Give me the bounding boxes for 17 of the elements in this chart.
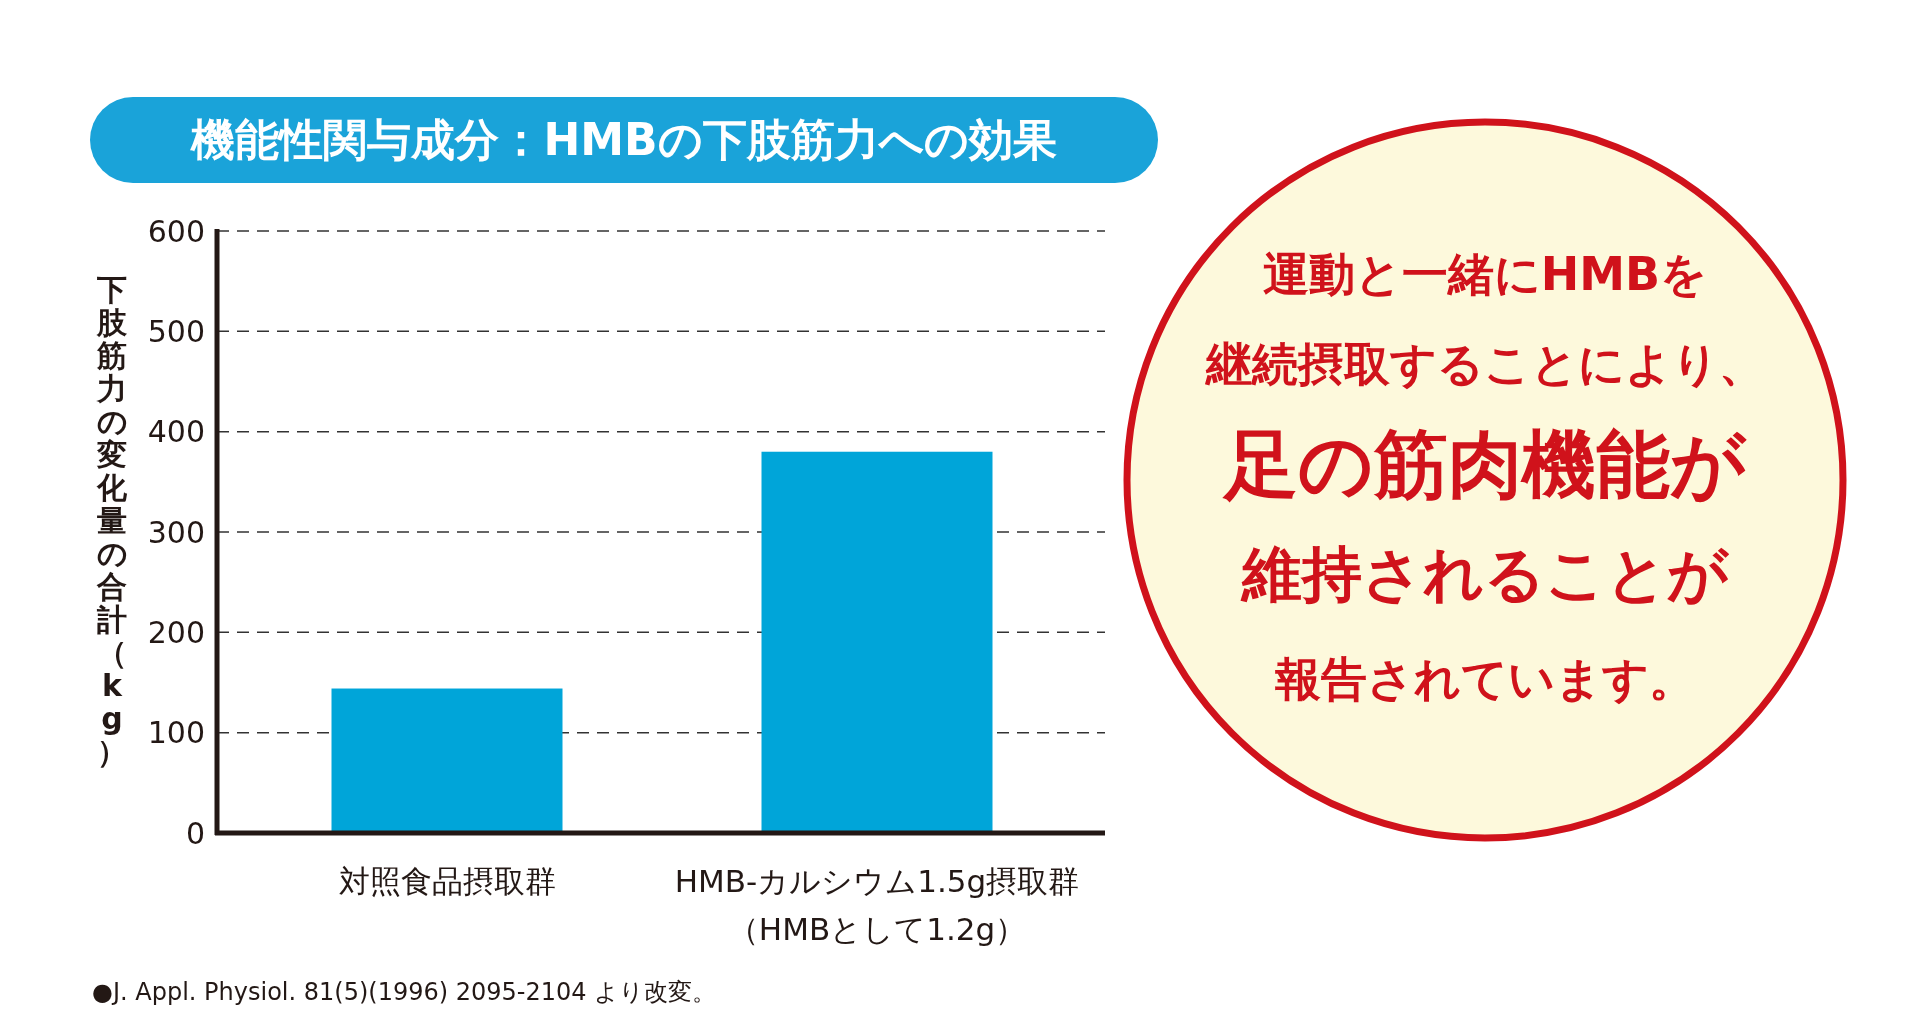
text: ●J. Appl. Physiol. 81(5)(1996) 2095-2104 より改変。 (92, 978, 717, 1006)
y-tick-label: 100 (147, 715, 205, 751)
text: 維持されることが (1240, 539, 1730, 609)
y-tick-label: 200 (147, 614, 205, 650)
text: 報告されています。 (1275, 652, 1695, 706)
y-tick-label: 500 (147, 313, 205, 349)
y-tick-label: 400 (147, 414, 205, 450)
text: 下肢筋力の変化量の合計（kg） (96, 272, 128, 769)
text: 継続摂取することにより、 (1203, 337, 1765, 391)
text: 運動と一緒にHMBを (1262, 247, 1708, 301)
chart-title: 機能性関与成分：HMBの下肢筋力への効果 (190, 114, 1057, 165)
text: 足の筋肉機能が (1222, 421, 1747, 507)
y-tick-label: 0 (185, 815, 205, 851)
x-tick-label: 対照食品摂取群 (338, 863, 556, 899)
y-tick-label: 300 (147, 514, 205, 550)
x-tick-label: HMB-カルシウム1.5g摂取群（HMBとして1.2g） (674, 863, 1080, 947)
y-tick-label: 600 (147, 213, 205, 249)
